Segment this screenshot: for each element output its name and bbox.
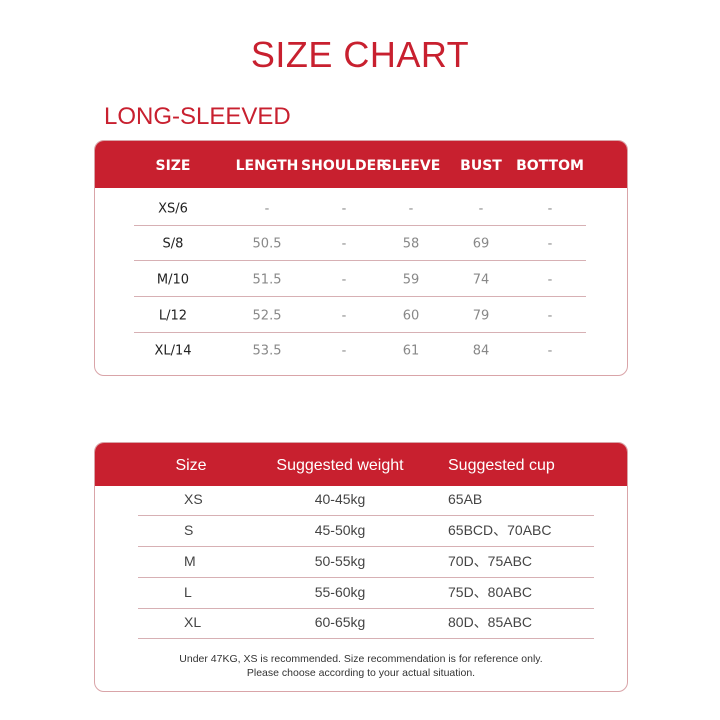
table-header <box>95 141 627 188</box>
table-cell: 60 <box>402 308 420 324</box>
table-cell: 74 <box>472 272 490 288</box>
column-header: BUST <box>460 158 502 174</box>
size-label: L <box>184 584 192 600</box>
table-cell: 58 <box>402 236 420 252</box>
size-label: M/10 <box>156 272 190 288</box>
size-label: S/8 <box>162 236 184 252</box>
table-cell: - <box>341 272 347 288</box>
table-cell: 52.5 <box>252 308 282 324</box>
table-cell: - <box>547 201 553 217</box>
table-cell: 80D、85ABC <box>448 614 533 630</box>
row-divider <box>138 577 594 578</box>
table-cell: - <box>547 343 553 359</box>
column-header: SLEEVE <box>381 158 441 174</box>
table-cell: - <box>341 308 347 324</box>
page-title: SIZE CHART <box>250 34 470 75</box>
table-cell: 79 <box>472 308 490 324</box>
table-cell: 55-60kg <box>314 584 366 600</box>
size-label: S <box>184 522 194 538</box>
recommendation-table: Under 47KG, XS is recommended. Size reco… <box>94 442 628 692</box>
table-cell: - <box>341 343 347 359</box>
section-heading: LONG-SLEEVED <box>104 103 291 130</box>
table-cell: - <box>547 308 553 324</box>
row-divider <box>138 515 594 516</box>
table-cell: 61 <box>402 343 420 359</box>
table-cell: 84 <box>472 343 490 359</box>
row-divider <box>134 296 586 297</box>
column-header: Size <box>175 457 207 474</box>
table-cell: - <box>478 201 484 217</box>
row-divider <box>138 638 594 639</box>
column-header: SIZE <box>155 158 191 174</box>
column-header: LENGTH <box>235 158 299 174</box>
size-label: XS <box>184 491 203 507</box>
table-cell: - <box>547 236 553 252</box>
table-cell: 69 <box>472 236 490 252</box>
size-label: XS/6 <box>158 201 188 217</box>
footnote-line-1: Under 47KG, XS is recommended. Size reco… <box>179 653 543 665</box>
column-header: Suggested cup <box>448 457 555 474</box>
table-cell: - <box>264 201 270 217</box>
size-label: XL <box>184 614 202 630</box>
column-header: Suggested weight <box>276 457 404 474</box>
table-cell: - <box>408 201 414 217</box>
table-cell: 65BCD、70ABC <box>448 522 552 538</box>
table-cell: - <box>341 201 347 217</box>
size-label: L/12 <box>158 308 188 324</box>
table-cell: 40-45kg <box>314 491 366 507</box>
table-header <box>95 443 627 486</box>
column-header: SHOULDER <box>301 158 387 174</box>
measurement-table: SIZE LENGTH SHOULDER SLEEVE BUST BOTTOM XS/6 - -… <box>94 140 628 376</box>
table-cell: 60-65kg <box>314 614 366 630</box>
row-divider <box>134 260 586 261</box>
size-label: XL/14 <box>154 343 192 359</box>
table-cell: - <box>341 236 347 252</box>
column-header: BOTTOM <box>516 158 584 174</box>
table-cell: 59 <box>402 272 420 288</box>
table-cell: 75D、80ABC <box>448 584 533 600</box>
table-cell: - <box>547 272 553 288</box>
row-divider <box>138 546 594 547</box>
row-divider <box>134 225 586 226</box>
footnote-line-2: Please choose according to your actual s… <box>246 667 476 679</box>
row-divider <box>134 332 586 333</box>
table-cell: 51.5 <box>252 272 282 288</box>
table-cell: 50-55kg <box>314 553 366 569</box>
table-cell: 45-50kg <box>314 522 366 538</box>
row-divider <box>138 608 594 609</box>
table-cell: 70D、75ABC <box>448 553 533 569</box>
table-cell: 53.5 <box>252 343 282 359</box>
size-label: M <box>184 553 196 569</box>
table-cell: 50.5 <box>252 236 282 252</box>
table-cell: 65AB <box>448 491 483 507</box>
